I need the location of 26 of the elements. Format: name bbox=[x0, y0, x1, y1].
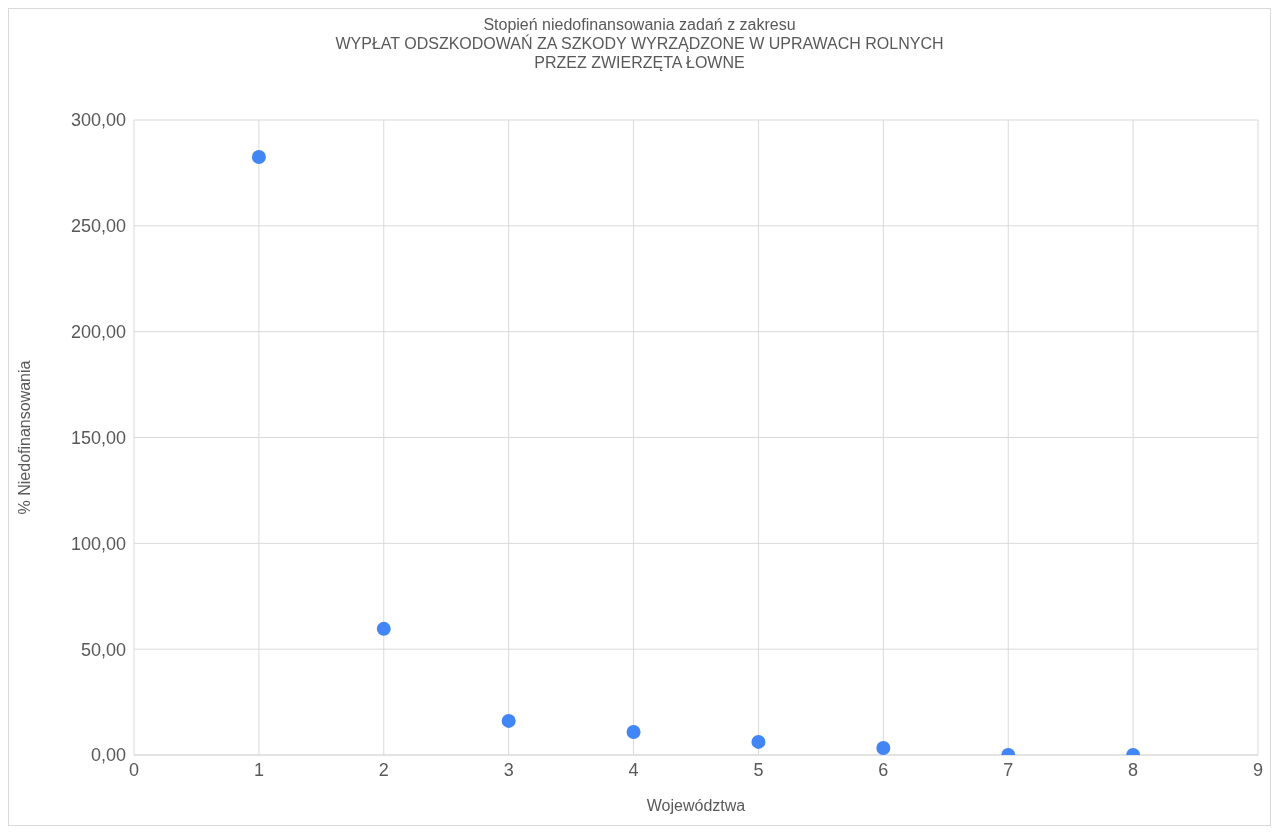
x-tick-label: 4 bbox=[628, 759, 639, 780]
x-tick-label: 2 bbox=[378, 759, 389, 780]
y-axis-title: % Niedofinansowania bbox=[15, 360, 33, 515]
x-tick-label: 3 bbox=[503, 759, 514, 780]
point bbox=[501, 713, 516, 728]
point bbox=[626, 724, 641, 739]
x-tick-label: 0 bbox=[128, 759, 140, 780]
x-tick-label: 6 bbox=[878, 759, 889, 780]
y-tick-label: 200,00 bbox=[70, 322, 126, 343]
y-tick-label: 50,00 bbox=[80, 639, 126, 660]
x-tick-label: 1 bbox=[253, 759, 264, 780]
x-tick-label: 5 bbox=[753, 759, 764, 780]
chart-title: Stopień niedofinansowania zadań z zakresu WYPŁAT ODSZKODOWAŃ ZA SZKODY WYRZĄDZONE W UPRAWACH ROLNYCH PRZEZ ZWIERZĘTA ŁOWNE bbox=[334, 15, 945, 72]
y-tick-label: 250,00 bbox=[70, 216, 126, 237]
x-tick-label: 9 bbox=[1252, 759, 1264, 780]
point bbox=[251, 150, 266, 165]
y-tick-label: 300,00 bbox=[70, 110, 126, 131]
x-tick-label: 8 bbox=[1128, 759, 1139, 780]
y-tick-label: 100,00 bbox=[70, 533, 126, 554]
y-tick-label: 0,00 bbox=[90, 745, 126, 766]
y-tick-label: 150,00 bbox=[70, 427, 126, 448]
point bbox=[876, 741, 891, 755]
point bbox=[751, 734, 766, 749]
point bbox=[376, 621, 391, 636]
x-axis-title: Województwa bbox=[646, 797, 746, 814]
x-tick-label: 7 bbox=[1003, 759, 1014, 780]
